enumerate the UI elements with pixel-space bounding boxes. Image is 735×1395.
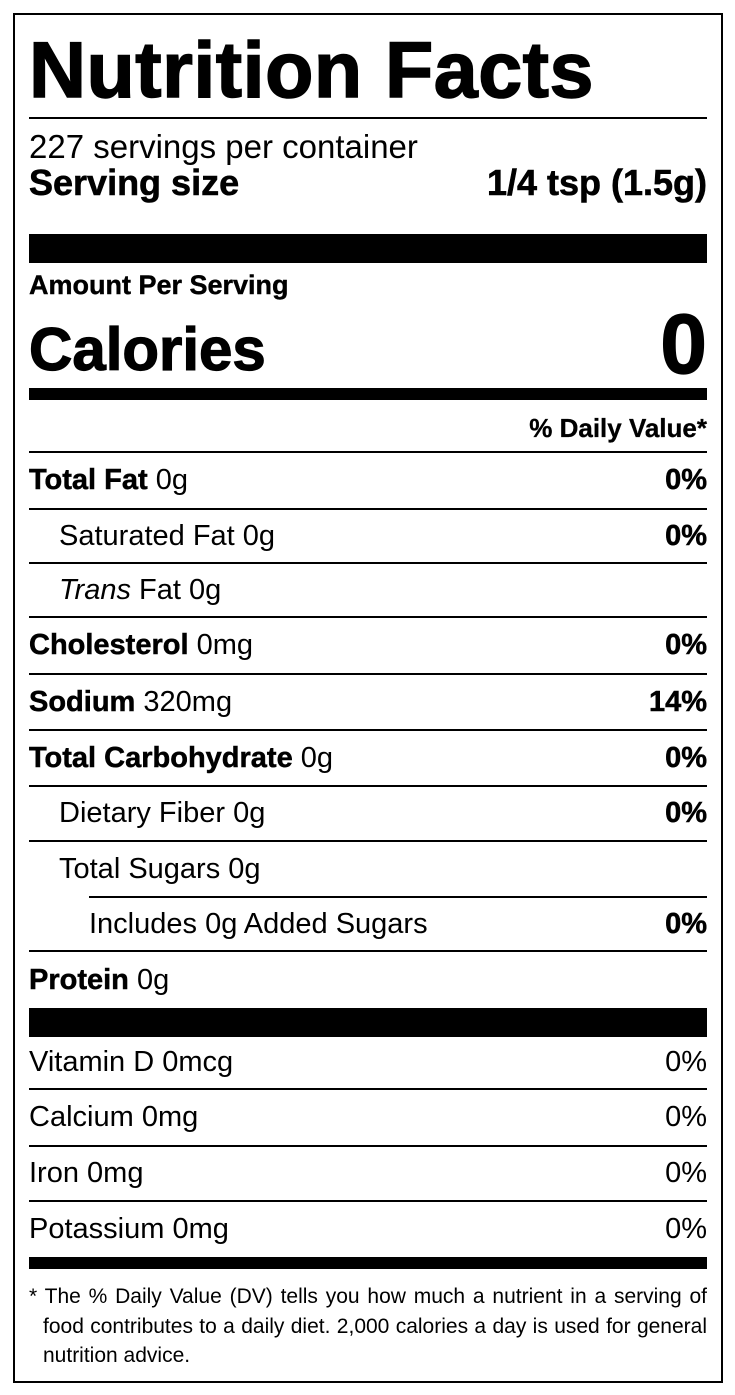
daily-value-header: % Daily Value* (529, 413, 707, 443)
vitamin-row-vitamin-d: Vitamin D 0mcg 0% (29, 1037, 707, 1088)
vitamin-name: Calcium (29, 1101, 134, 1133)
nutrient-row-protein: Protein 0g (29, 952, 707, 1008)
nutrient-row-total-sugars: Total Sugars 0g (29, 842, 707, 896)
divider (29, 1145, 707, 1147)
nutrient-amount: 0g (155, 464, 189, 496)
footnote: * The % Daily Value (DV) tells you how m… (29, 1285, 707, 1367)
nutrient-row-total-fat: Total Fat 0g 0% (29, 453, 707, 508)
nutrient-amount: 0mg (196, 629, 254, 661)
nutrient-name: Sodium (29, 685, 136, 718)
nutrient-row-cholesterol: Cholesterol 0mg 0% (29, 618, 707, 673)
nutrient-name: Total Sugars (59, 852, 221, 885)
thick-divider (29, 388, 707, 400)
vitamin-name: Iron (29, 1157, 79, 1189)
nutrient-amount: 0g (189, 573, 222, 606)
nutrient-row-total-carbohydrate: Total Carbohydrate 0g 0% (29, 731, 707, 785)
nutrient-dv: 0% (665, 797, 707, 830)
vitamin-dv: 0% (665, 1101, 707, 1133)
amount-per-serving: Amount Per Serving (29, 270, 289, 300)
divider (29, 1200, 707, 1202)
nutrient-name: Fat (139, 573, 181, 606)
divider (29, 729, 707, 731)
nutrient-amount: 0g (242, 519, 276, 552)
nutrient-dv: 0% (665, 519, 707, 552)
vitamin-name: Potassium (29, 1213, 165, 1245)
nutrient-name-italic: Trans (59, 573, 131, 606)
nutrient-name: Protein (29, 963, 129, 996)
calories-value: 0 (660, 297, 708, 391)
divider (29, 616, 707, 618)
divider (29, 673, 707, 675)
vitamin-dv: 0% (665, 1213, 707, 1245)
nutrient-row-saturated-fat: Saturated Fat 0g 0% (29, 510, 707, 562)
nutrient-name: Total Carbohydrate (29, 741, 293, 774)
vitamin-dv: 0% (665, 1046, 707, 1078)
nutrient-amount: 0g (300, 741, 334, 774)
divider (29, 117, 707, 119)
calories-label: Calories (28, 315, 266, 383)
nutrient-name: Includes 0g Added Sugars (89, 907, 428, 940)
nutrient-name: Dietary Fiber (59, 797, 225, 829)
nutrient-row-sodium: Sodium 320mg 14% (29, 675, 708, 729)
divider (29, 508, 707, 510)
serving-size-value: 1/4 tsp (1.5g) (486, 162, 708, 204)
nutrition-facts-label: Nutrition Facts 227 servings per contain… (13, 13, 723, 1383)
vitamin-row-calcium: Calcium 0mg 0% (29, 1090, 707, 1145)
nutrient-dv: 14% (648, 685, 708, 718)
nutrient-name: Cholesterol (29, 629, 189, 662)
nutrient-row-added-sugars: Includes 0g Added Sugars 0% (29, 898, 707, 950)
nutrient-amount: 0g (136, 963, 170, 996)
divider (29, 950, 707, 952)
serving-size-label: Serving size (29, 162, 240, 204)
divider (29, 562, 707, 564)
vitamin-amount: 0mcg (162, 1046, 234, 1078)
nutrient-name: Total Fat (29, 464, 148, 497)
vitamin-dv: 0% (665, 1157, 707, 1189)
vitamin-amount: 0mg (87, 1157, 144, 1189)
divider (29, 451, 707, 453)
divider (29, 785, 707, 787)
nutrient-row-dietary-fiber: Dietary Fiber 0g 0% (29, 787, 707, 840)
thick-divider (29, 1257, 707, 1269)
vitamin-name: Vitamin D (29, 1046, 155, 1078)
nutrient-dv: 0% (665, 907, 707, 940)
divider (89, 896, 707, 898)
calories-row: Calories 0 (28, 297, 708, 391)
thick-divider (29, 1008, 707, 1037)
nutrient-dv: 0% (665, 629, 707, 662)
serving-size: Serving size 1/4 tsp (1.5g) (29, 162, 708, 234)
vitamin-row-potassium: Potassium 0mg 0% (29, 1202, 707, 1257)
vitamin-amount: 0mg (172, 1213, 229, 1245)
nutrient-amount: 0g (233, 797, 266, 829)
vitamin-amount: 0mg (141, 1101, 199, 1133)
divider (29, 1088, 707, 1090)
servings-per-container: 227 servings per container (29, 128, 418, 165)
title: Nutrition Facts (28, 24, 594, 115)
nutrient-amount: 0g (228, 852, 261, 885)
nutrient-dv: 0% (665, 741, 707, 774)
nutrient-name: Saturated Fat (59, 519, 235, 552)
nutrient-row-trans-fat: Trans Fat 0g (29, 564, 707, 616)
nutrient-dv: 0% (665, 464, 707, 497)
thick-divider (29, 234, 707, 263)
nutrient-amount: 320mg (143, 685, 233, 718)
vitamin-row-iron: Iron 0mg 0% (29, 1147, 707, 1200)
divider (29, 840, 707, 842)
